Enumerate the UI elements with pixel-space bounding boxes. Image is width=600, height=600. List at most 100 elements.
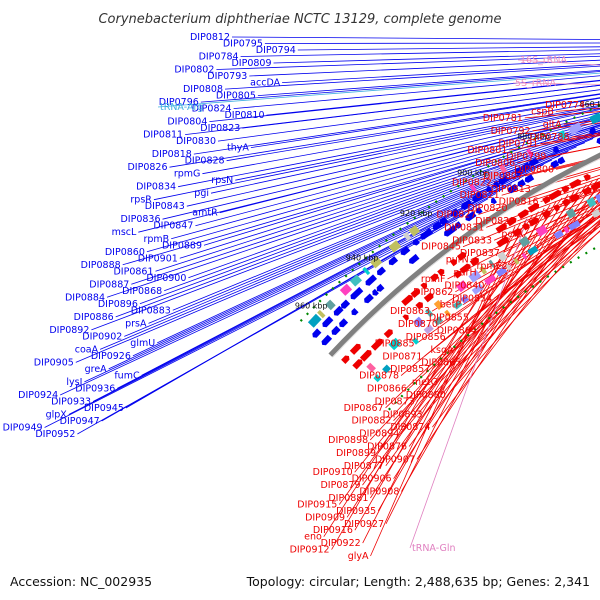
gene-label: DIP0926 [91,351,131,362]
gene-feature [377,266,386,276]
gene-label: DIP0896 [98,299,138,310]
gene-label: DIP0810 [224,110,264,121]
label-leader-line [138,117,600,233]
rna-leader-line [512,82,600,85]
gene-label: DIP0855 [429,313,469,324]
label-leader-line [524,111,600,119]
gene-label: ksgA [431,345,454,356]
gene-label: DIP0802 [174,65,214,76]
gene-label: DIP0808 [183,84,223,95]
gene-label: DIP0910 [313,467,353,478]
gene-label: DIP0837 [460,248,500,259]
gene-label: amtR [192,208,218,219]
gene-label: DIP0866 [367,384,407,395]
label-leader-line [185,84,600,135]
label-leader-line [385,178,599,467]
gene-feature [376,283,385,292]
gene-label: betP [440,300,462,311]
map-title: Corynebacterium diphtheriae NCTC 13129, … [98,12,501,27]
label-leader-line [171,120,600,240]
gene-feature [518,236,531,248]
gene-feature [423,293,434,303]
gene-label: DIP0900 [146,273,186,284]
gene-label: DIP0856 [406,332,446,343]
gene-label: glyA [348,551,369,562]
gene-feature [413,238,420,246]
label-leader-line [501,204,600,254]
gene-label: DIP0884 [65,292,105,303]
gene-label: DIP0870 [398,319,438,330]
gene-label: DIP0784 [199,52,239,63]
gene-label: DIP0887 [89,279,129,290]
gene-label: DIP0805 [216,91,256,102]
label-leader-line [250,93,600,148]
gene-feature [452,300,463,310]
gene-label: DIP0952 [35,429,75,440]
label-leader-line [509,215,600,267]
gene-label: DIP0824 [192,104,232,115]
gene-feature [425,308,434,318]
gene-feature [527,202,540,213]
gene-label: prsA [125,318,147,329]
gene-label: DIP0820 [467,203,507,214]
gene-feature [535,224,549,237]
gene-feature [325,299,336,311]
gene-label: greA [85,364,108,375]
rna-label: 16S_rRNA [520,55,567,66]
gene-label: DIP0800 [514,164,554,175]
label-leader-line [462,189,600,248]
gene-label: DIP0935 [336,506,376,517]
label-leader-line [68,203,481,415]
gene-label: DIP0813 [491,184,531,195]
label-leader-line [91,142,585,331]
gene-feature [582,186,592,196]
gene-label: DIP0864 [437,326,477,337]
gene-label: DIP0876 [367,442,407,453]
label-leader-line [169,97,600,168]
gene-feature [317,309,326,319]
gene-label: lysI [66,377,82,388]
gene-label: pgi [194,188,209,199]
rna-leader-line [157,72,600,108]
rna-label: tRNA-Gln [412,543,456,554]
gene-label: DIP0828 [185,156,225,167]
gene-feature [350,286,364,300]
label-leader-lines [44,36,600,557]
label-leader-line [77,219,458,435]
gene-label: accDA [250,78,280,89]
gene-label: DIP0791 [498,139,538,150]
gene-label: DIP0879 [320,480,360,491]
gene-label: DIP0881 [328,493,368,504]
rna-leader-line [517,59,600,66]
gene-label: glpX [46,410,68,421]
label-leader-line [139,133,600,305]
label-leader-line [486,216,600,286]
kbp-tick-label: 920 kbp [400,209,433,218]
gene-feature [517,209,529,220]
gene-feature [476,206,483,214]
gene-label: DIP0867 [344,403,384,414]
label-leader-line [486,184,600,228]
gene-label: DIP0878 [359,371,399,382]
gene-feature [568,220,581,231]
gene-feature [410,288,420,298]
gene-label: rpmF [421,274,446,285]
gene-feature [521,252,528,260]
label-leader-line [155,127,600,272]
label-leader-line [377,201,557,512]
label-leader-line [146,122,600,253]
gene-feature [553,204,560,212]
gene-label: DIP0811 [143,130,183,141]
gene-feature [432,221,443,231]
gene-feature [569,193,580,203]
gene-label: DIP0845 [421,242,461,253]
gene-feature [351,308,359,316]
label-leader-line [217,89,600,142]
label-leader-line [266,79,600,116]
label-leader-line [108,168,536,370]
gene-label: purH [453,268,476,279]
gene-label: DIP0840 [444,280,484,291]
gene-feature [409,253,420,264]
label-leader-line [439,221,600,383]
